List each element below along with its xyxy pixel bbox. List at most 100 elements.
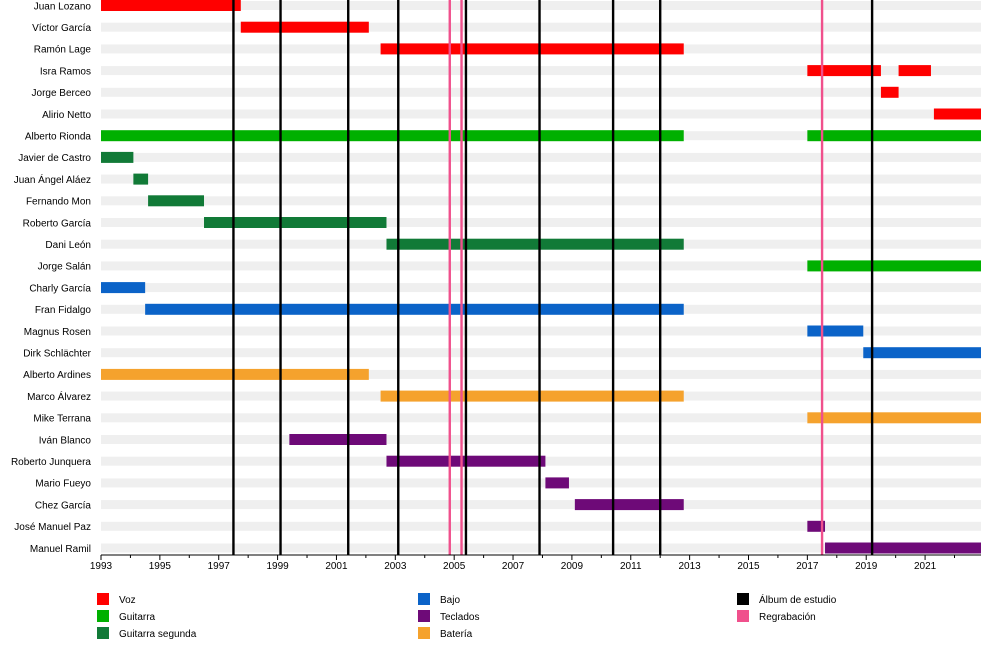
legend-label: Regrabación [759, 612, 816, 623]
legend-swatch-bajo [418, 593, 430, 605]
bar-marco-alvarez [380, 390, 684, 402]
bar-alberto-rionda [101, 130, 684, 142]
bar-ramon-lage [380, 43, 684, 55]
bar-ivan-blanco [289, 434, 387, 445]
bar-alberto-ardines [101, 368, 369, 380]
row-stripe [101, 152, 981, 162]
member-label: Javier de Castro [18, 153, 91, 164]
member-label: Marco Álvarez [27, 390, 91, 403]
legend-swatch-guitarra-segunda [97, 627, 109, 639]
row-stripe [101, 543, 981, 553]
bar-mario-fueyo [545, 477, 569, 489]
x-tick-label: 2007 [502, 561, 525, 572]
member-label: Fernando Mon [26, 197, 91, 208]
member-label: Isra Ramos [40, 66, 91, 77]
x-tick-label: 2013 [679, 561, 702, 572]
member-label: Jorge Salán [38, 262, 91, 273]
legend-label: Guitarra [119, 612, 156, 623]
legend-label: Bajo [440, 595, 460, 606]
bar-magnus-rosen [807, 325, 864, 337]
bar-charly-garcia [101, 282, 146, 294]
bar-jorge-salan [807, 260, 981, 272]
bar-isra-ramos [807, 65, 881, 77]
legend-label: Guitarra segunda [119, 629, 197, 640]
member-label: Mario Fueyo [35, 479, 91, 490]
legend-label: Batería [440, 629, 473, 640]
member-label: Alberto Ardines [23, 370, 91, 381]
bar-juan-angel-alaez [133, 173, 149, 185]
legend-swatch-voz [97, 593, 109, 605]
legend-label: Álbum de estudio [759, 593, 837, 606]
bar-mike-terrana [807, 412, 981, 424]
row-stripe [101, 109, 981, 119]
member-label: José Manuel Paz [14, 522, 91, 533]
bar-fran-fidalgo [145, 303, 684, 315]
member-label: Magnus Rosen [24, 327, 91, 338]
legend-swatch-teclados [418, 610, 430, 622]
bar-isra-ramos [898, 65, 931, 77]
legend-swatch-bateria [418, 627, 430, 639]
row-stripe [101, 196, 981, 206]
x-tick-label: 2011 [620, 561, 642, 572]
legend-label: Teclados [440, 612, 479, 623]
x-tick-label: 2001 [325, 561, 348, 572]
bar-dani-leon [386, 238, 684, 250]
legend-label: Voz [119, 595, 136, 606]
member-label: Alberto Rionda [25, 132, 92, 143]
member-label: Chez García [35, 500, 92, 511]
row-stripe [101, 66, 981, 76]
member-label: Alirio Netto [42, 110, 91, 121]
member-label: Dirk Schlächter [23, 349, 91, 360]
row-stripe [101, 218, 981, 227]
bar-alberto-rionda [807, 130, 981, 142]
row-stripe [101, 1, 981, 10]
x-tick-label: 1997 [208, 561, 231, 572]
x-tick-label: 2019 [855, 561, 878, 572]
bar-dirk-schlachter [863, 347, 981, 359]
bar-roberto-garcia [204, 217, 387, 228]
row-stripe [101, 283, 981, 293]
row-stripe [101, 261, 981, 271]
member-label: Manuel Ramil [30, 544, 91, 555]
member-label: Víctor García [32, 23, 91, 34]
x-tick-label: 2005 [443, 561, 466, 572]
member-label: Juan Lozano [34, 1, 92, 12]
legend-swatch-regrabacion [737, 610, 749, 622]
bar-fernando-mon [148, 195, 205, 207]
bar-victor-garcia [240, 21, 369, 33]
row-stripe [101, 413, 981, 423]
member-label: Dani León [45, 240, 91, 251]
member-label: Jorge Berceo [32, 88, 92, 99]
row-stripe [101, 500, 981, 510]
member-label: Ramón Lage [34, 45, 92, 56]
bar-alirio-netto [933, 108, 981, 120]
member-label: Fran Fidalgo [35, 305, 92, 316]
bar-manuel-ramil [825, 542, 981, 554]
member-label: Roberto Junquera [11, 457, 91, 468]
legend-swatch-guitarra [97, 610, 109, 622]
row-stripe [101, 478, 981, 488]
x-tick-label: 2003 [384, 561, 407, 572]
row-stripe [101, 22, 981, 32]
x-tick-label: 1993 [90, 561, 113, 572]
member-label: Iván Blanco [39, 435, 92, 446]
row-stripe [101, 369, 981, 379]
bar-chez-garcia [574, 499, 684, 511]
bar-jorge-berceo [880, 86, 899, 98]
x-tick-label: 2009 [561, 561, 584, 572]
row-stripe [101, 521, 981, 531]
bar-javier-de-castro [101, 151, 134, 163]
row-stripe [101, 348, 981, 358]
x-tick-label: 1995 [149, 561, 172, 572]
x-tick-label: 2017 [796, 561, 819, 572]
row-stripe [101, 435, 981, 444]
row-stripe [101, 87, 981, 97]
member-label: Juan Ángel Aláez [14, 173, 91, 186]
x-tick-label: 2015 [737, 561, 760, 572]
x-tick-label: 2021 [914, 561, 937, 572]
row-stripe [101, 174, 981, 184]
legend-swatch-album-de-estudio [737, 593, 749, 605]
bar-jose-manuel-paz [807, 520, 826, 532]
x-tick-label: 1999 [266, 561, 289, 572]
